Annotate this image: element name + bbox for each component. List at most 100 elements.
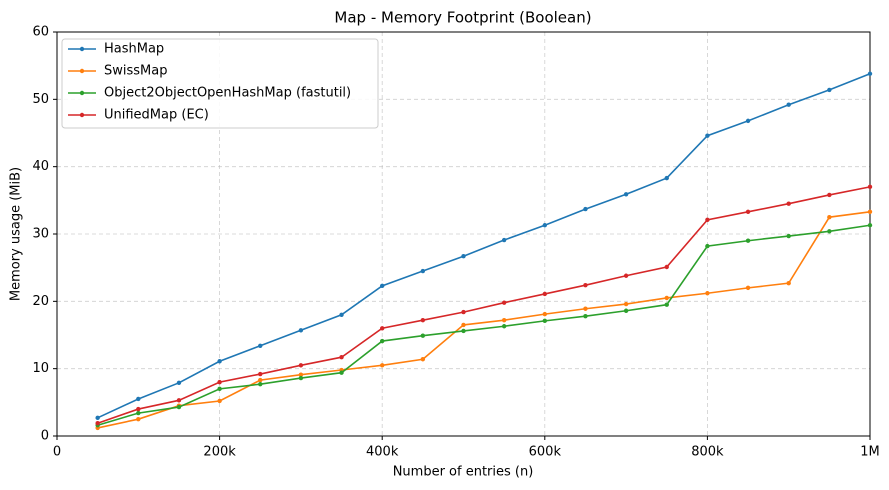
data-point <box>217 379 222 385</box>
y-tick-label: 10 <box>32 361 49 376</box>
data-point <box>623 301 629 307</box>
x-tick-label: 400k <box>366 445 399 460</box>
data-point <box>867 71 873 76</box>
y-tick-label: 60 <box>32 25 49 40</box>
data-point <box>786 201 791 206</box>
data-point <box>583 313 588 319</box>
data-point <box>745 209 751 214</box>
data-point <box>461 309 466 315</box>
data-point <box>664 175 669 181</box>
data-point <box>176 404 182 410</box>
data-point <box>501 324 507 329</box>
x-tick-label: 200k <box>203 445 236 460</box>
data-point <box>136 406 141 412</box>
y-tick-label: 20 <box>32 294 49 309</box>
data-point <box>339 355 344 360</box>
legend-box <box>61 38 379 129</box>
data-point <box>542 291 547 297</box>
data-point <box>136 396 141 402</box>
data-point <box>217 398 222 404</box>
data-point <box>501 237 507 243</box>
data-point <box>339 370 344 375</box>
chart-title: Map - Memory Footprint (Boolean) <box>334 9 591 27</box>
legend-marker <box>79 46 85 52</box>
legend-marker <box>79 68 85 74</box>
plot-frame <box>56 31 871 437</box>
data-point <box>380 326 385 331</box>
data-point <box>258 343 263 348</box>
data-point <box>664 264 669 270</box>
data-point <box>339 312 344 317</box>
y-tick-label: 50 <box>32 92 49 107</box>
x-tick-label: 1M <box>860 445 880 460</box>
legend-marker <box>79 90 85 96</box>
data-point <box>461 328 466 334</box>
data-point <box>298 375 304 381</box>
data-point <box>786 233 791 239</box>
x-tick-label: 0 <box>53 445 61 460</box>
data-point <box>583 306 588 311</box>
data-point <box>298 328 304 333</box>
data-point <box>623 192 629 197</box>
data-point <box>827 229 832 234</box>
data-point <box>95 415 100 421</box>
data-point <box>867 209 873 214</box>
data-point <box>705 133 710 138</box>
data-point <box>623 308 629 313</box>
y-tick-label: 0 <box>41 429 49 444</box>
data-point <box>136 416 141 422</box>
y-tick-label: 40 <box>32 159 49 174</box>
series-line <box>97 186 871 424</box>
data-point <box>380 363 385 368</box>
data-point <box>298 363 304 368</box>
data-point <box>867 223 873 228</box>
data-point <box>176 398 182 403</box>
data-point <box>542 223 547 228</box>
data-point <box>461 254 466 259</box>
data-point <box>827 87 832 93</box>
data-point <box>786 102 791 107</box>
x-axis-label: Number of entries (n) <box>393 465 534 480</box>
data-point <box>501 300 507 305</box>
data-point <box>705 243 710 249</box>
data-point <box>542 311 547 317</box>
legend-label: Object2ObjectOpenHashMap (fastutil) <box>104 86 351 101</box>
data-point <box>827 214 832 220</box>
x-tick-label: 800k <box>691 445 724 460</box>
y-tick-label: 30 <box>32 227 49 242</box>
series-line <box>97 210 871 429</box>
data-point <box>745 285 751 291</box>
series-line <box>97 73 871 419</box>
data-point <box>380 283 385 289</box>
data-point <box>420 357 426 362</box>
data-point <box>420 333 426 338</box>
legend-label: SwissMap <box>104 64 167 79</box>
data-point <box>420 317 426 323</box>
data-point <box>867 184 873 190</box>
data-point <box>258 377 263 383</box>
x-tick-label: 600k <box>529 445 562 460</box>
data-point <box>258 381 263 387</box>
data-point <box>827 192 832 198</box>
data-point <box>705 217 710 223</box>
data-point <box>583 206 588 212</box>
data-point <box>501 317 507 323</box>
data-point <box>95 421 100 426</box>
data-point <box>298 372 304 377</box>
legend-marker <box>79 112 85 118</box>
data-point <box>217 386 222 392</box>
data-point <box>176 380 182 386</box>
series-line <box>97 224 871 426</box>
data-point <box>745 118 751 124</box>
data-point <box>420 268 426 274</box>
data-point <box>258 371 263 377</box>
legend-label: HashMap <box>104 42 164 57</box>
legend-label: UnifiedMap (EC) <box>104 108 209 123</box>
data-point <box>705 291 710 296</box>
data-point <box>583 282 588 288</box>
data-point <box>786 280 791 286</box>
data-point <box>136 410 141 416</box>
data-point <box>745 238 751 243</box>
data-point <box>461 322 466 328</box>
